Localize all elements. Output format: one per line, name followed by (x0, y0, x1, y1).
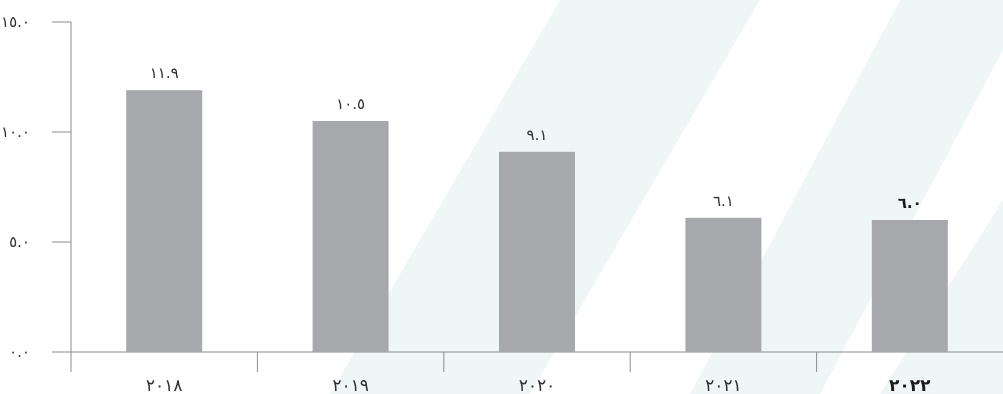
x-tick-label: ٢٠٢٢ (889, 376, 931, 394)
chart-labels: ٠.٠ ٥.٠ ١٠.٠ ١٥.٠ ١١.٩ ٢٠١٨ ١٠.٥ ٢٠١٩ ٩.١ ٢٠٢٠ ٦.١… (1, 13, 931, 394)
data-label: ١١.٩ (150, 64, 179, 82)
data-label: ١٠.٥ (336, 95, 365, 113)
y-tick-label: ١٥.٠ (1, 13, 30, 31)
x-tick-label: ٢٠٢٠ (519, 376, 556, 394)
data-label: ٩.١ (527, 126, 548, 144)
background-stripe-2 (690, 0, 1003, 394)
data-label: ٦.٠ (898, 194, 922, 212)
y-tick-label: ١٠.٠ (1, 123, 30, 141)
bar-series (126, 90, 948, 352)
bar-3 (499, 151, 575, 352)
bar-1 (126, 90, 203, 352)
x-tick-label: ٢٠١٩ (332, 376, 369, 394)
bar-4 (685, 217, 762, 352)
bar-2 (312, 121, 389, 352)
y-tick-label: ٠.٠ (9, 343, 30, 361)
x-tick-label: ٢٠١٨ (146, 376, 183, 394)
bar-5 (871, 220, 948, 352)
data-label: ٦.١ (713, 192, 734, 210)
y-tick-label: ٥.٠ (9, 233, 30, 251)
x-tick-label: ٢٠٢١ (705, 376, 742, 394)
